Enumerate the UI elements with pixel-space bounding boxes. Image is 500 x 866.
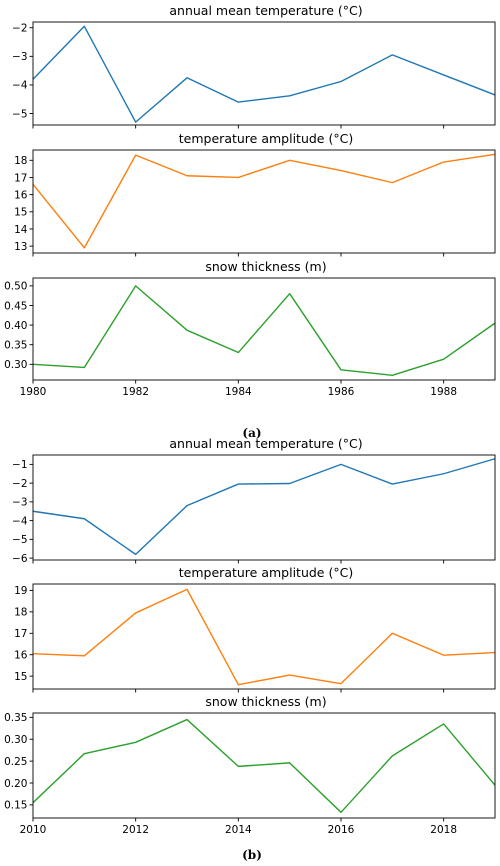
y-tick-label: −4 — [12, 80, 28, 92]
figure-caption-b: (b) — [242, 848, 262, 862]
x-tick-label: 2010 — [20, 824, 47, 836]
plot-frame — [32, 149, 496, 254]
series-line — [32, 458, 496, 556]
y-tick-label: −3 — [12, 51, 27, 63]
x-tick-label: 2012 — [122, 824, 149, 836]
plot-frame — [32, 454, 496, 561]
panel-title: temperature amplitude (°C) — [179, 131, 353, 146]
series-line — [32, 25, 496, 123]
panel-b-snow-thickness: snow thickness (m) 0.35 0.30 0.25 0.20 0.15 2… — [4, 694, 496, 836]
y-tick-label: 0.20 — [4, 778, 27, 790]
y-tick-label: 19 — [14, 585, 27, 597]
x-tick-label: 1986 — [328, 386, 355, 398]
plot-frame — [32, 277, 496, 381]
y-tick-label: 0.40 — [4, 320, 27, 332]
x-tick-label: 2016 — [328, 824, 355, 836]
x-tick-label: 1980 — [20, 386, 47, 398]
x-tick-label: 1984 — [225, 386, 252, 398]
plot-frame — [32, 21, 496, 126]
panel-title: snow thickness (m) — [205, 259, 326, 274]
y-tick-label: 0.35 — [4, 339, 27, 351]
figure-caption-a: (a) — [242, 426, 261, 440]
figure-b: annual mean temperature (°C) −1 −2 −3 −4 −5 −… — [4, 436, 496, 862]
series-line — [32, 153, 496, 249]
x-tick-label: 2014 — [225, 824, 252, 836]
y-tick-label: 0.30 — [4, 734, 27, 746]
panel-a-temperature-amplitude: temperature amplitude (°C) 18 17 16 15 14 13 — [14, 131, 496, 257]
y-tick-label: 16 — [14, 189, 28, 201]
series-line — [32, 718, 496, 814]
x-tick-label: 1982 — [122, 386, 149, 398]
series-line — [32, 285, 496, 376]
plot-frame — [32, 583, 496, 690]
panel-title: snow thickness (m) — [205, 694, 326, 709]
y-tick-label: 17 — [14, 172, 27, 184]
y-tick-label: 0.30 — [4, 359, 27, 371]
y-tick-label: 18 — [14, 607, 27, 619]
panel-b-temperature-amplitude: temperature amplitude (°C) 19 18 17 16 15 — [14, 565, 496, 693]
y-tick-label: 0.25 — [4, 756, 27, 768]
panel-a-mean-temperature: annual mean temperature (°C) −2 −3 −4 −5 — [12, 3, 496, 129]
y-tick-label: 13 — [14, 241, 27, 253]
y-tick-label: 18 — [14, 155, 27, 167]
y-tick-label: 0.50 — [4, 281, 27, 293]
y-tick-label: −5 — [12, 108, 27, 120]
series-line — [32, 588, 496, 686]
y-tick-label: −1 — [12, 459, 27, 471]
panel-title: temperature amplitude (°C) — [179, 565, 353, 580]
y-tick-label: −3 — [12, 497, 27, 509]
y-tick-label: 0.15 — [4, 800, 27, 812]
y-tick-label: 15 — [14, 671, 27, 683]
panel-title: annual mean temperature (°C) — [169, 436, 362, 451]
panel-a-snow-thickness: snow thickness (m) 0.50 0.45 0.40 0.35 0.30 1… — [4, 259, 496, 398]
y-tick-label: 17 — [14, 628, 27, 640]
y-tick-label: −5 — [12, 534, 27, 546]
panel-b-mean-temperature: annual mean temperature (°C) −1 −2 −3 −4 −5 −… — [12, 436, 496, 565]
y-tick-label: −2 — [12, 23, 27, 35]
panel-title: annual mean temperature (°C) — [169, 3, 362, 18]
figure-a: annual mean temperature (°C) −2 −3 −4 −5 te… — [4, 3, 496, 440]
y-tick-label: 16 — [14, 650, 28, 662]
x-tick-label: 1988 — [430, 386, 457, 398]
plot-frame — [32, 712, 496, 819]
y-tick-label: −6 — [12, 553, 28, 565]
y-tick-label: −2 — [12, 478, 27, 490]
x-tick-label: 2018 — [430, 824, 457, 836]
y-tick-label: 0.35 — [4, 712, 27, 724]
y-tick-label: 15 — [14, 207, 27, 219]
y-tick-label: 14 — [14, 224, 28, 236]
y-tick-label: −4 — [12, 515, 28, 527]
y-tick-label: 0.45 — [4, 300, 27, 312]
